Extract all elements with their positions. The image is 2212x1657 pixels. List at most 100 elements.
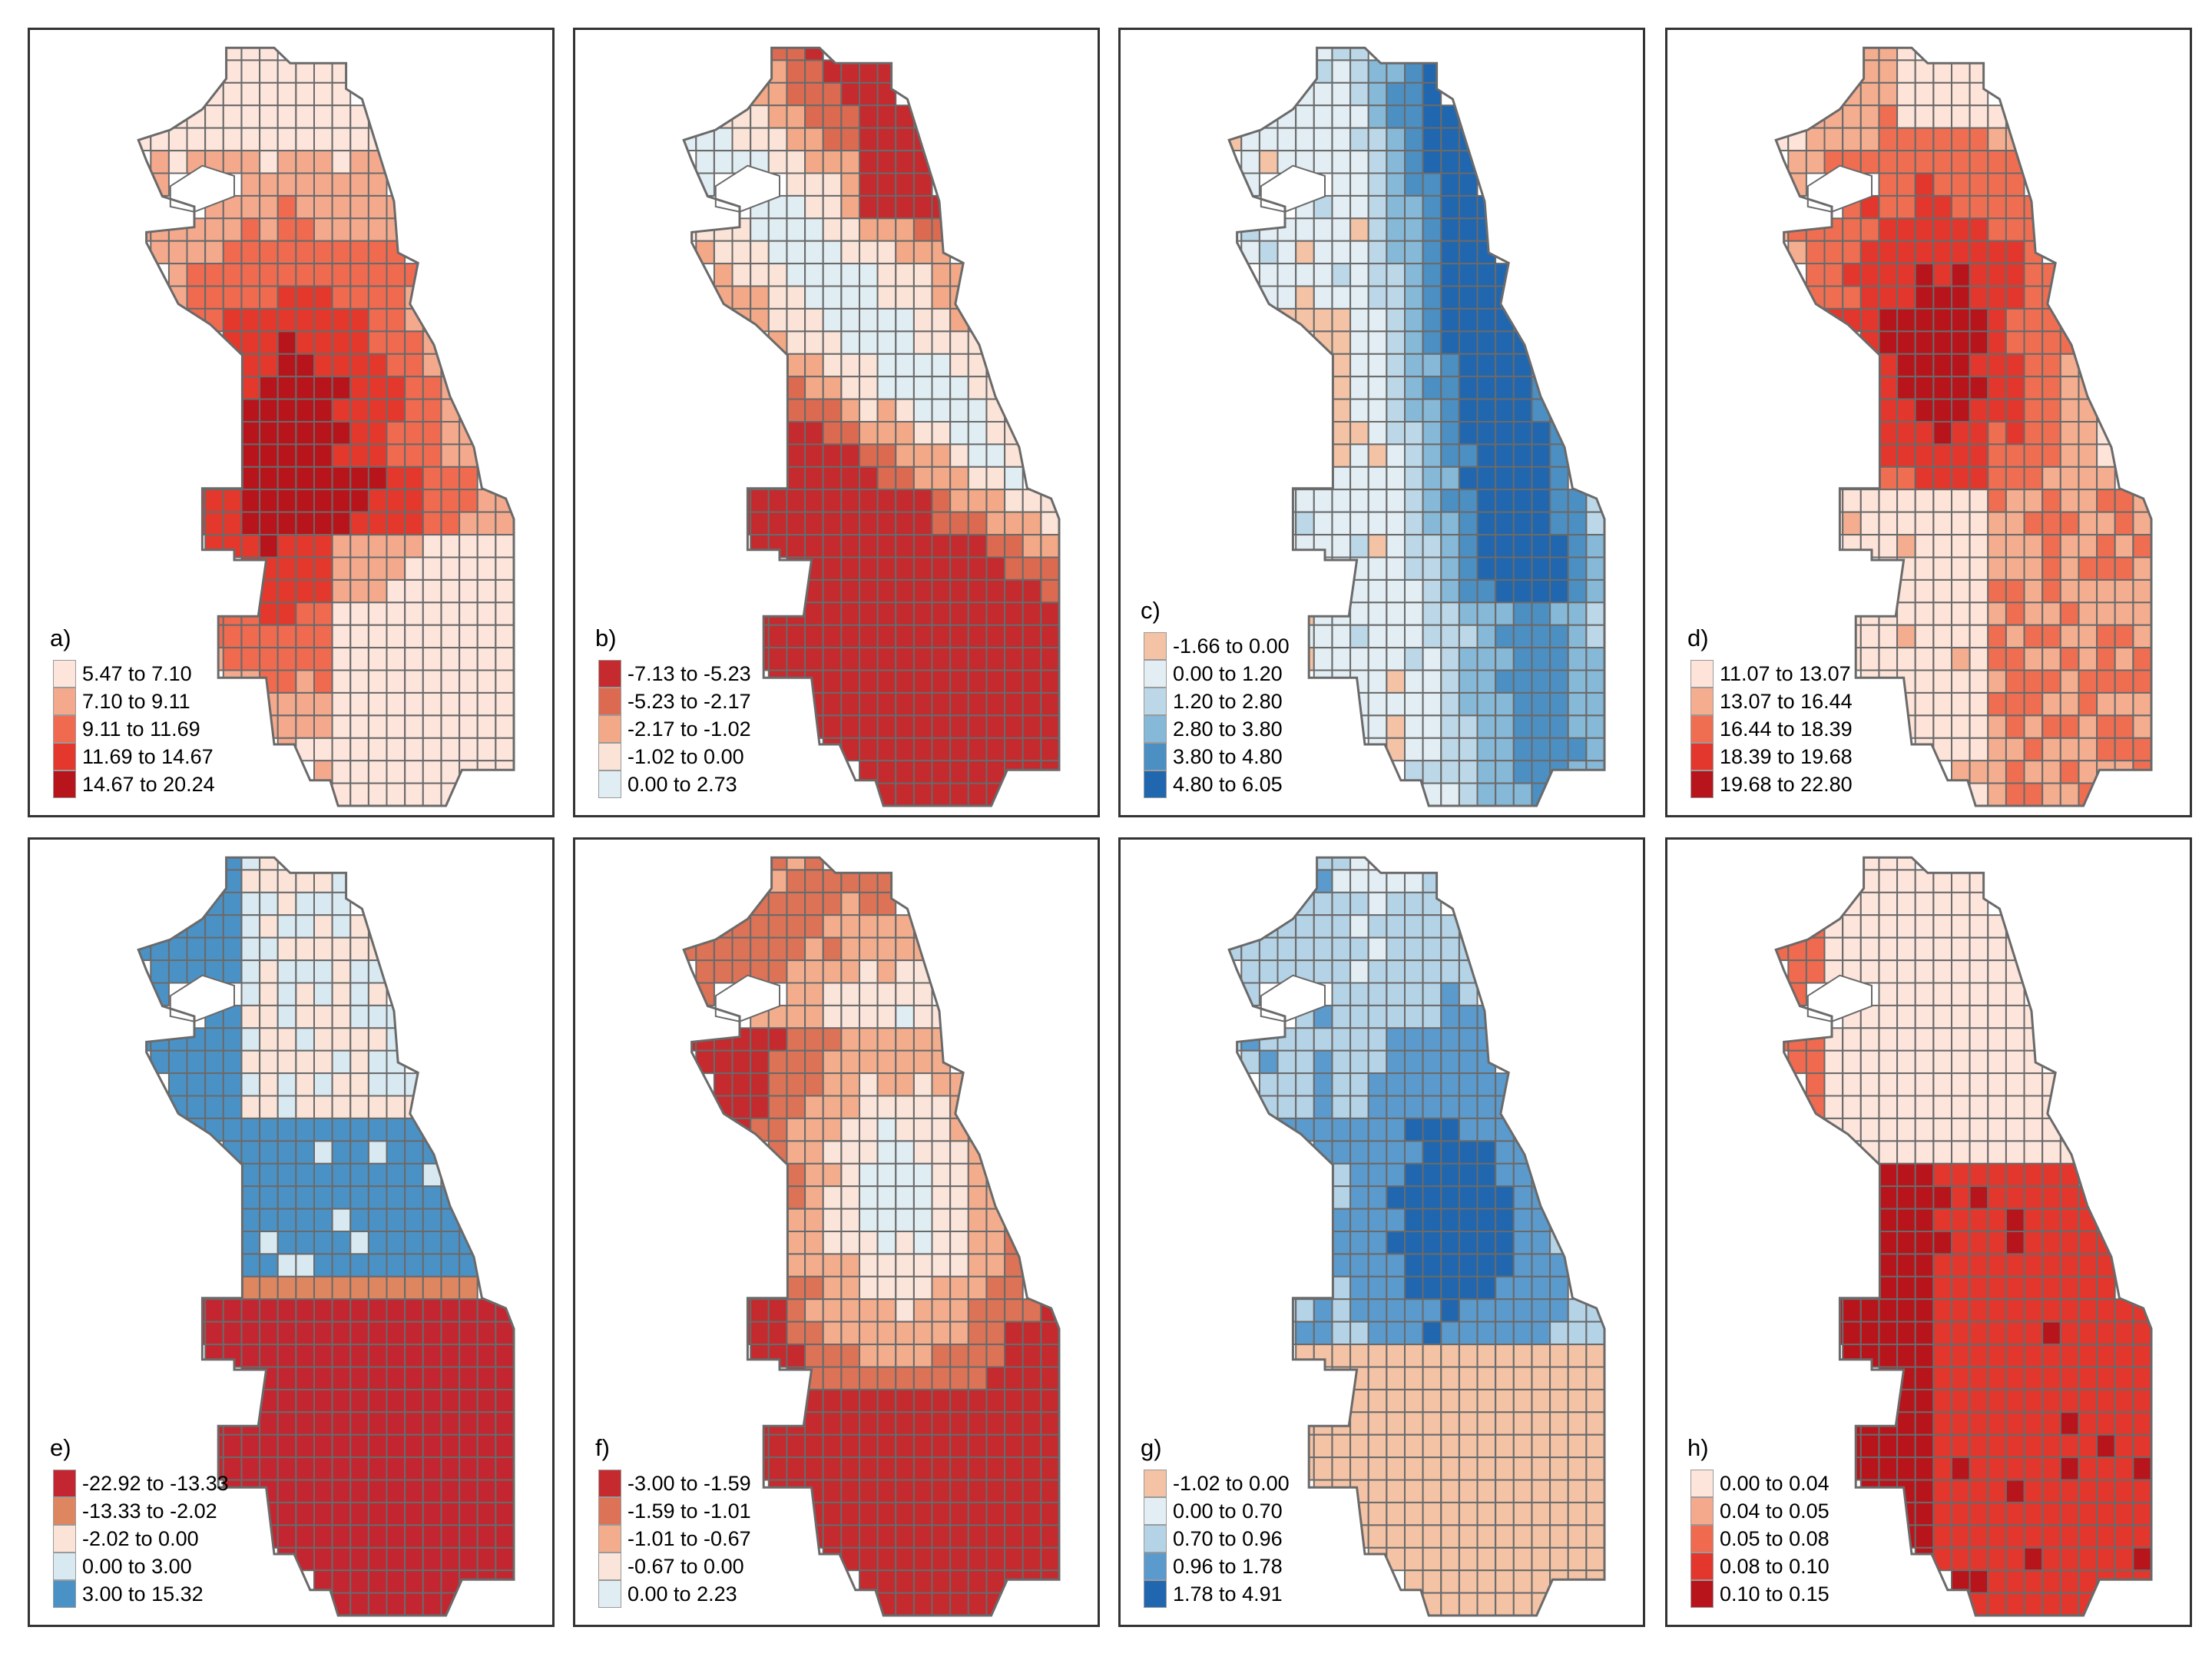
legend-label: 0.05 to 0.08 bbox=[1720, 1526, 1830, 1550]
census-tract bbox=[1932, 936, 1952, 961]
census-tract bbox=[1422, 1049, 1442, 1075]
census-tract bbox=[876, 81, 897, 107]
census-tract bbox=[1331, 1027, 1352, 1052]
census-tract bbox=[1440, 1253, 1460, 1278]
census-tract bbox=[295, 1388, 315, 1413]
legend-label: -5.23 to -2.17 bbox=[628, 689, 751, 713]
census-tract bbox=[440, 421, 461, 446]
census-tract bbox=[240, 285, 261, 310]
census-tract bbox=[1914, 307, 1935, 333]
census-tract bbox=[876, 1275, 897, 1301]
census-tract bbox=[1422, 1117, 1442, 1142]
census-tract bbox=[1386, 1457, 1406, 1481]
census-tract bbox=[1878, 869, 1899, 893]
census-tract bbox=[822, 127, 843, 151]
census-tract bbox=[259, 398, 279, 423]
legend-swatch bbox=[1144, 743, 1167, 771]
legend-label: 2.80 to 3.80 bbox=[1173, 717, 1283, 741]
census-tract bbox=[404, 782, 424, 807]
census-tract bbox=[912, 1366, 933, 1390]
census-tract bbox=[313, 556, 333, 581]
census-tract bbox=[1495, 714, 1515, 739]
census-tract bbox=[1331, 1004, 1352, 1029]
census-tract bbox=[949, 556, 969, 581]
census-tract bbox=[422, 1479, 442, 1503]
census-tract bbox=[367, 578, 388, 604]
census-tract bbox=[1878, 1140, 1899, 1165]
census-tract bbox=[822, 1433, 843, 1459]
census-tract bbox=[931, 307, 952, 333]
census-tract bbox=[2096, 1298, 2116, 1323]
census-tract bbox=[876, 1479, 897, 1503]
census-tract bbox=[949, 647, 969, 671]
census-tract bbox=[2132, 1546, 2151, 1572]
census-tract bbox=[1787, 150, 1807, 174]
census-tract bbox=[240, 1433, 261, 1459]
census-tract bbox=[295, 104, 315, 129]
census-tract bbox=[1932, 1162, 1952, 1188]
census-tract bbox=[1422, 760, 1442, 784]
census-tract bbox=[1313, 263, 1333, 287]
census-tract bbox=[804, 466, 824, 491]
census-tract bbox=[804, 307, 824, 333]
census-tract bbox=[1367, 556, 1388, 581]
census-tract bbox=[495, 556, 514, 581]
census-tract bbox=[1404, 353, 1424, 378]
census-tract bbox=[822, 556, 843, 581]
census-tract bbox=[349, 1433, 369, 1459]
census-tract bbox=[1004, 1388, 1024, 1413]
census-tract bbox=[2132, 556, 2151, 581]
census-tract bbox=[859, 1162, 879, 1188]
census-tract bbox=[367, 669, 388, 694]
census-tract bbox=[1367, 421, 1388, 446]
census-tract bbox=[1987, 285, 2007, 310]
census-tract bbox=[1476, 330, 1497, 355]
census-tract bbox=[840, 104, 860, 129]
census-tract bbox=[367, 691, 388, 717]
census-tract bbox=[1386, 150, 1406, 174]
census-tract bbox=[1969, 1411, 1989, 1436]
census-tract bbox=[1295, 624, 1315, 649]
census-tract bbox=[1422, 1479, 1442, 1503]
census-tract bbox=[804, 1433, 824, 1459]
census-tract bbox=[949, 1321, 969, 1345]
census-tract bbox=[1277, 285, 1297, 310]
census-tract bbox=[1386, 104, 1406, 129]
census-tract bbox=[1878, 285, 1899, 310]
census-tract bbox=[750, 489, 770, 513]
census-tract bbox=[1896, 601, 1916, 626]
census-tract bbox=[1422, 1344, 1442, 1368]
census-tract bbox=[404, 330, 424, 355]
census-tract bbox=[931, 782, 952, 807]
census-tract bbox=[967, 1321, 988, 1345]
census-tract bbox=[349, 1411, 369, 1436]
census-tract bbox=[876, 240, 897, 265]
census-tract bbox=[1969, 891, 1989, 916]
census-tract bbox=[1440, 1231, 1460, 1255]
census-tract bbox=[822, 647, 843, 671]
census-tract bbox=[1349, 1433, 1369, 1459]
census-tract bbox=[967, 1569, 988, 1594]
census-tract bbox=[1022, 1411, 1042, 1436]
census-tract bbox=[822, 1027, 843, 1052]
census-tract bbox=[1313, 1095, 1333, 1119]
census-tract bbox=[767, 81, 788, 107]
legend-entry: 3.80 to 4.80 bbox=[1144, 743, 1290, 771]
census-tract bbox=[967, 1366, 988, 1390]
census-tract bbox=[422, 1231, 442, 1255]
census-tract bbox=[1914, 489, 1935, 513]
census-tract bbox=[840, 578, 860, 604]
census-tract bbox=[1531, 1524, 1551, 1549]
census-tract bbox=[1386, 1185, 1406, 1210]
census-tract bbox=[404, 624, 424, 649]
census-tract bbox=[876, 669, 897, 694]
census-tract bbox=[859, 737, 879, 762]
census-tract bbox=[1878, 1185, 1899, 1210]
census-tract bbox=[2023, 624, 2044, 649]
census-tract bbox=[895, 172, 915, 197]
census-tract bbox=[1969, 1253, 1989, 1278]
census-tract bbox=[804, 1049, 824, 1075]
census-tract bbox=[313, 81, 333, 107]
census-tract bbox=[1512, 534, 1533, 558]
census-tract bbox=[2041, 624, 2061, 649]
